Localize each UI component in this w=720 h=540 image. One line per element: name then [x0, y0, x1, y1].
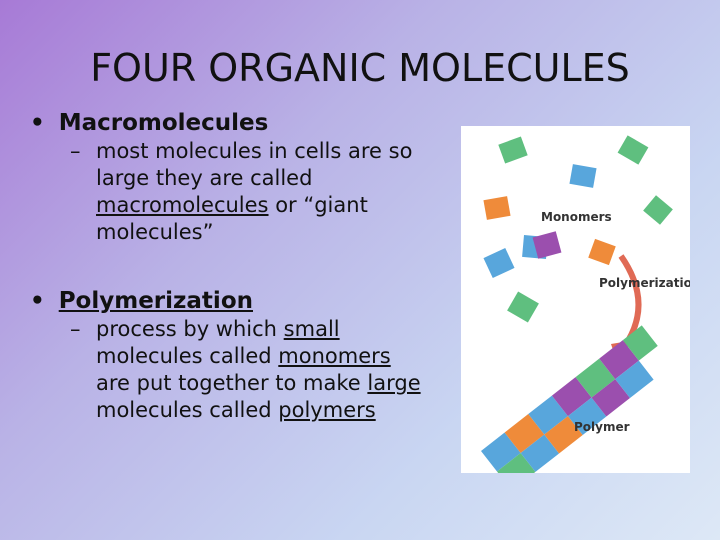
monomers: [483, 135, 673, 323]
text-segment: molecules called: [96, 344, 279, 368]
sub-text: most molecules in cells are so large the…: [96, 138, 426, 246]
text-segment: or “giant molecules”: [96, 193, 368, 244]
sub-mark: –: [70, 139, 81, 163]
bullet-heading-row: • Polymerization: [30, 288, 450, 314]
sub-bullet: – process by which small molecules called…: [70, 316, 450, 424]
text-segment: macromolecules: [96, 193, 269, 217]
polymer: [481, 325, 658, 473]
bullet-heading: Macromolecules: [58, 110, 269, 136]
bullet-mark: •: [30, 288, 45, 314]
bullet-heading-row: • Macromolecules: [30, 110, 450, 136]
bullet: • Macromolecules – most molecules in cells …: [30, 110, 450, 246]
bullet: • Polymerization – process by which small m…: [30, 288, 450, 424]
text-segment: monomers: [278, 344, 391, 368]
sub-mark: –: [70, 317, 81, 341]
slide-title: FOUR ORGANIC MOLECULES: [90, 46, 630, 90]
figure: Monomers Polymerization Polymer: [461, 126, 690, 473]
text-segment: molecules called: [96, 398, 279, 422]
arrow-label: Polymerization: [599, 276, 690, 290]
text-segment: most molecules in cells are so large the…: [96, 139, 413, 190]
sub-text: process by which small molecules called …: [96, 316, 426, 424]
text-segment: small: [283, 317, 340, 341]
bullet-mark: •: [30, 110, 45, 136]
text-segment: large: [367, 371, 421, 395]
text-segment: process by which: [96, 317, 284, 341]
text-segment: are put together to make: [96, 371, 368, 395]
sub-bullet: – most molecules in cells are so large th…: [70, 138, 450, 246]
text-segment: polymers: [278, 398, 376, 422]
bullet-heading: Polymerization: [58, 288, 253, 314]
polymer-label: Polymer: [574, 420, 630, 434]
monomers-label: Monomers: [541, 210, 612, 224]
